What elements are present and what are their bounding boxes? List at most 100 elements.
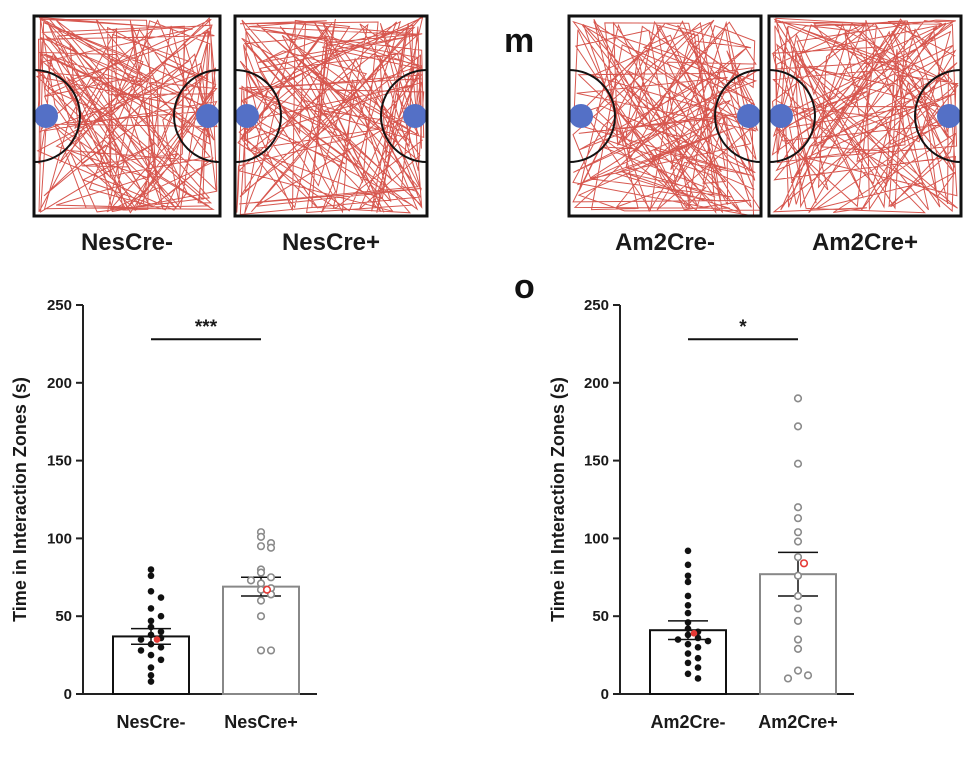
data-point <box>147 664 155 671</box>
track-panel-nescre-neg <box>32 14 222 218</box>
data-point <box>256 596 266 605</box>
data-point <box>157 628 165 636</box>
stimulus-right <box>196 104 220 128</box>
data-point <box>674 636 682 643</box>
data-point <box>684 609 692 617</box>
track-panel-nescre-pos <box>233 14 429 218</box>
stimulus-left <box>235 104 259 128</box>
data-point <box>147 678 155 685</box>
data-point <box>684 619 692 626</box>
track-label-nescre-pos: NesCre+ <box>282 229 380 256</box>
data-point <box>147 672 155 679</box>
y-tick-label: 200 <box>584 375 609 392</box>
y-axis-title: Time in Interaction Zones (s) <box>548 377 568 622</box>
data-point <box>684 650 692 657</box>
data-point <box>793 604 803 613</box>
data-point <box>704 637 712 645</box>
data-point <box>793 537 803 546</box>
track-label-am2cre-pos: Am2Cre+ <box>812 229 918 256</box>
y-tick-label: 50 <box>592 608 609 625</box>
data-point <box>793 666 803 675</box>
track-panel-am2cre-neg <box>567 14 763 218</box>
x-category-label: Am2Cre- <box>650 712 725 732</box>
data-point <box>793 459 803 468</box>
bar-chart-nescre: Time in Interaction Zones (s) 0 50 100 150 20… <box>10 297 317 732</box>
y-tick-label: 100 <box>47 530 72 547</box>
stimulus-left <box>34 104 58 128</box>
data-point <box>157 644 165 651</box>
y-tick-label: 50 <box>55 608 72 625</box>
data-point <box>147 651 155 659</box>
panel-letter-m: m <box>504 22 534 60</box>
interaction-zone-right <box>714 69 761 163</box>
data-point <box>694 644 702 651</box>
interaction-zone-left <box>569 69 616 163</box>
data-point <box>137 636 145 643</box>
interaction-zone-right <box>380 69 427 163</box>
data-point <box>157 656 165 664</box>
x-category-label: Am2Cre+ <box>758 712 838 732</box>
data-point <box>684 578 692 586</box>
data-point <box>256 542 266 551</box>
data-point <box>147 566 155 573</box>
y-tick-label: 150 <box>584 453 609 470</box>
data-point <box>793 644 803 653</box>
data-point <box>157 612 165 620</box>
interaction-zone-left <box>769 69 816 163</box>
interaction-zone-right <box>914 69 961 163</box>
data-point <box>793 514 803 523</box>
bar-chart-am2cre: Time in Interaction Zones (s) 0 50 100 150 20… <box>548 297 854 732</box>
track-paths <box>569 18 761 216</box>
data-point <box>266 646 276 655</box>
data-point <box>694 634 702 642</box>
data-point <box>684 602 692 609</box>
data-point <box>246 576 256 585</box>
track-path <box>236 16 425 216</box>
data-point <box>256 532 266 541</box>
track-paths <box>235 16 427 216</box>
data-point <box>793 552 803 562</box>
arena-border <box>32 14 222 218</box>
interaction-zone-right <box>173 69 220 163</box>
interaction-zone-left <box>34 69 81 163</box>
highlight-point <box>153 636 161 643</box>
data-point <box>684 592 692 600</box>
data-point <box>147 572 155 580</box>
data-point <box>793 616 803 625</box>
stimulus-right <box>737 104 761 128</box>
data-point <box>694 675 702 682</box>
y-tick-label: 250 <box>584 297 609 314</box>
data-point <box>684 640 692 648</box>
track-path <box>771 17 959 214</box>
panel-letter-o: o <box>514 268 535 306</box>
interaction-zone-left <box>235 69 282 163</box>
data-point <box>266 543 276 552</box>
highlight-point <box>799 559 809 568</box>
data-point <box>147 623 155 631</box>
data-point <box>793 635 803 644</box>
data-point <box>684 572 692 580</box>
stimulus-right <box>937 104 961 128</box>
track-paths <box>769 17 961 214</box>
y-tick-label: 200 <box>47 375 72 392</box>
data-point <box>793 422 803 431</box>
data-point <box>147 588 155 595</box>
track-label-am2cre-neg: Am2Cre- <box>615 229 715 256</box>
data-point <box>684 631 692 639</box>
data-point <box>684 659 692 667</box>
data-point <box>783 674 793 683</box>
data-point <box>256 646 266 655</box>
arena-border <box>767 14 963 218</box>
track-label-nescre-neg: NesCre- <box>81 229 173 256</box>
data-point <box>684 547 692 555</box>
highlight-point <box>262 585 272 594</box>
data-point <box>147 605 155 612</box>
data-point <box>147 617 155 625</box>
data-point <box>137 647 145 654</box>
data-point <box>694 654 702 662</box>
highlight-point <box>690 630 698 637</box>
data-point <box>147 631 155 639</box>
x-category-label: NesCre- <box>116 712 185 732</box>
